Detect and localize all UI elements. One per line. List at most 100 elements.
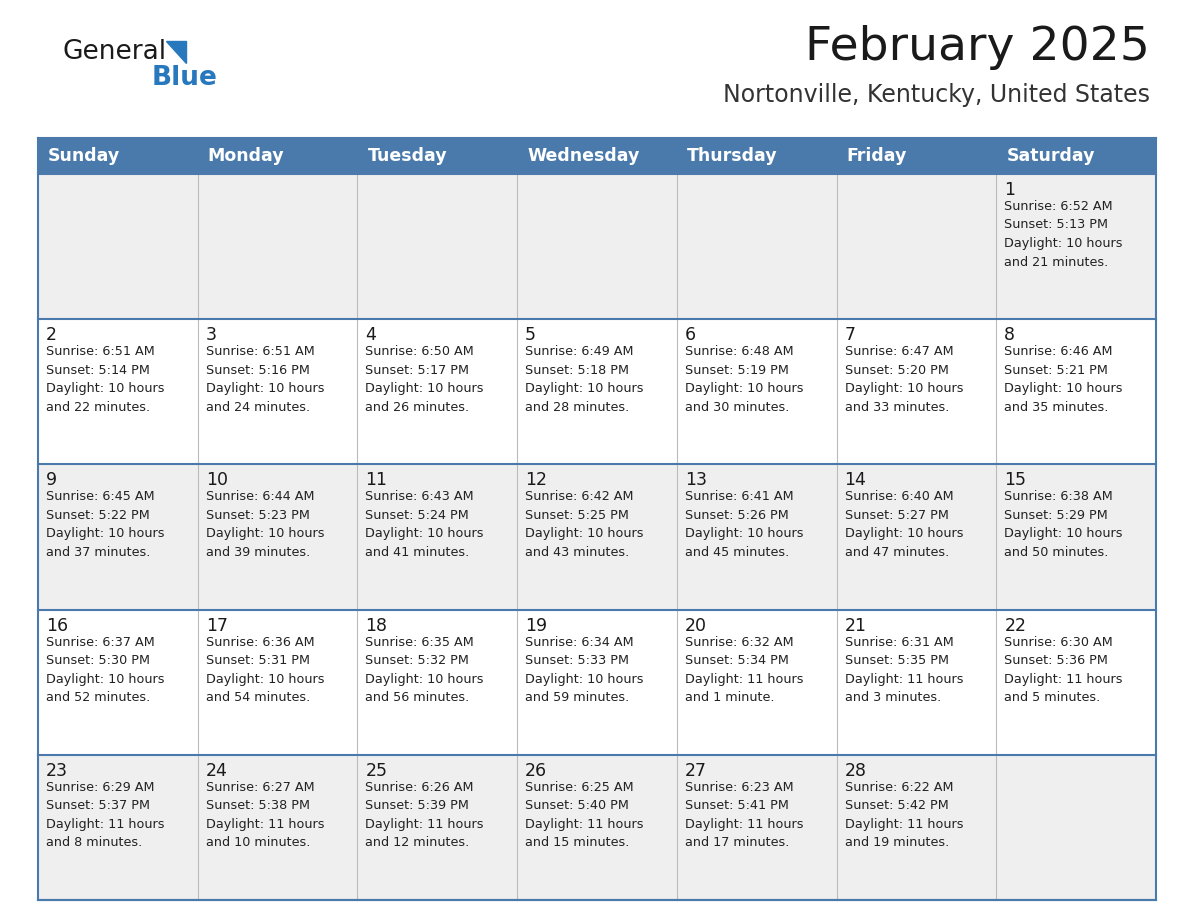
Text: February 2025: February 2025 <box>805 26 1150 71</box>
Bar <box>677 755 836 900</box>
Bar <box>517 319 677 465</box>
Text: 28: 28 <box>845 762 866 779</box>
Text: Sunrise: 6:30 AM
Sunset: 5:36 PM
Daylight: 11 hours
and 5 minutes.: Sunrise: 6:30 AM Sunset: 5:36 PM Dayligh… <box>1004 635 1123 704</box>
Bar <box>997 319 1156 465</box>
Text: Sunrise: 6:44 AM
Sunset: 5:23 PM
Daylight: 10 hours
and 39 minutes.: Sunrise: 6:44 AM Sunset: 5:23 PM Dayligh… <box>206 490 324 559</box>
Text: Sunrise: 6:32 AM
Sunset: 5:34 PM
Daylight: 11 hours
and 1 minute.: Sunrise: 6:32 AM Sunset: 5:34 PM Dayligh… <box>684 635 803 704</box>
Bar <box>677 610 836 755</box>
Text: 5: 5 <box>525 326 536 344</box>
Text: 3: 3 <box>206 326 216 344</box>
Bar <box>836 138 997 174</box>
Text: 7: 7 <box>845 326 855 344</box>
Bar <box>677 319 836 465</box>
Text: Sunrise: 6:37 AM
Sunset: 5:30 PM
Daylight: 10 hours
and 52 minutes.: Sunrise: 6:37 AM Sunset: 5:30 PM Dayligh… <box>46 635 164 704</box>
Text: Sunrise: 6:43 AM
Sunset: 5:24 PM
Daylight: 10 hours
and 41 minutes.: Sunrise: 6:43 AM Sunset: 5:24 PM Dayligh… <box>366 490 484 559</box>
Text: 21: 21 <box>845 617 866 634</box>
Bar <box>197 174 358 319</box>
Text: 20: 20 <box>684 617 707 634</box>
Bar <box>197 610 358 755</box>
Polygon shape <box>166 41 187 63</box>
Text: Sunrise: 6:29 AM
Sunset: 5:37 PM
Daylight: 11 hours
and 8 minutes.: Sunrise: 6:29 AM Sunset: 5:37 PM Dayligh… <box>46 781 164 849</box>
Text: Sunrise: 6:34 AM
Sunset: 5:33 PM
Daylight: 10 hours
and 59 minutes.: Sunrise: 6:34 AM Sunset: 5:33 PM Dayligh… <box>525 635 644 704</box>
Bar <box>836 319 997 465</box>
Text: Tuesday: Tuesday <box>367 147 447 165</box>
Text: Sunrise: 6:25 AM
Sunset: 5:40 PM
Daylight: 11 hours
and 15 minutes.: Sunrise: 6:25 AM Sunset: 5:40 PM Dayligh… <box>525 781 644 849</box>
Bar <box>38 319 197 465</box>
Bar <box>517 138 677 174</box>
Text: Sunrise: 6:23 AM
Sunset: 5:41 PM
Daylight: 11 hours
and 17 minutes.: Sunrise: 6:23 AM Sunset: 5:41 PM Dayligh… <box>684 781 803 849</box>
Text: Sunrise: 6:48 AM
Sunset: 5:19 PM
Daylight: 10 hours
and 30 minutes.: Sunrise: 6:48 AM Sunset: 5:19 PM Dayligh… <box>684 345 803 414</box>
Text: 14: 14 <box>845 472 866 489</box>
Text: Sunrise: 6:50 AM
Sunset: 5:17 PM
Daylight: 10 hours
and 26 minutes.: Sunrise: 6:50 AM Sunset: 5:17 PM Dayligh… <box>366 345 484 414</box>
Bar <box>358 465 517 610</box>
Bar <box>836 610 997 755</box>
Text: General: General <box>62 39 166 65</box>
Text: 10: 10 <box>206 472 228 489</box>
Text: Wednesday: Wednesday <box>527 147 639 165</box>
Text: Thursday: Thursday <box>687 147 777 165</box>
Bar <box>358 319 517 465</box>
Text: 19: 19 <box>525 617 548 634</box>
Bar <box>997 610 1156 755</box>
Bar <box>677 138 836 174</box>
Text: Sunrise: 6:35 AM
Sunset: 5:32 PM
Daylight: 10 hours
and 56 minutes.: Sunrise: 6:35 AM Sunset: 5:32 PM Dayligh… <box>366 635 484 704</box>
Text: 2: 2 <box>46 326 57 344</box>
Text: 22: 22 <box>1004 617 1026 634</box>
Bar <box>197 138 358 174</box>
Bar <box>358 138 517 174</box>
Bar <box>197 755 358 900</box>
Text: Sunrise: 6:51 AM
Sunset: 5:14 PM
Daylight: 10 hours
and 22 minutes.: Sunrise: 6:51 AM Sunset: 5:14 PM Dayligh… <box>46 345 164 414</box>
Text: Sunrise: 6:27 AM
Sunset: 5:38 PM
Daylight: 11 hours
and 10 minutes.: Sunrise: 6:27 AM Sunset: 5:38 PM Dayligh… <box>206 781 324 849</box>
Text: 27: 27 <box>684 762 707 779</box>
Bar <box>197 465 358 610</box>
Bar <box>358 755 517 900</box>
Text: Sunrise: 6:22 AM
Sunset: 5:42 PM
Daylight: 11 hours
and 19 minutes.: Sunrise: 6:22 AM Sunset: 5:42 PM Dayligh… <box>845 781 963 849</box>
Text: 9: 9 <box>46 472 57 489</box>
Text: 4: 4 <box>366 326 377 344</box>
Bar <box>677 174 836 319</box>
Bar <box>997 755 1156 900</box>
Text: Friday: Friday <box>847 147 906 165</box>
Bar <box>997 138 1156 174</box>
Bar <box>38 138 197 174</box>
Text: Saturday: Saturday <box>1006 147 1095 165</box>
Text: Sunrise: 6:38 AM
Sunset: 5:29 PM
Daylight: 10 hours
and 50 minutes.: Sunrise: 6:38 AM Sunset: 5:29 PM Dayligh… <box>1004 490 1123 559</box>
Text: 24: 24 <box>206 762 228 779</box>
Text: 26: 26 <box>525 762 548 779</box>
Bar <box>358 174 517 319</box>
Text: Sunrise: 6:41 AM
Sunset: 5:26 PM
Daylight: 10 hours
and 45 minutes.: Sunrise: 6:41 AM Sunset: 5:26 PM Dayligh… <box>684 490 803 559</box>
Text: 11: 11 <box>366 472 387 489</box>
Bar <box>836 755 997 900</box>
Text: Sunday: Sunday <box>48 147 120 165</box>
Text: Sunrise: 6:52 AM
Sunset: 5:13 PM
Daylight: 10 hours
and 21 minutes.: Sunrise: 6:52 AM Sunset: 5:13 PM Dayligh… <box>1004 200 1123 268</box>
Bar <box>997 465 1156 610</box>
Bar <box>38 465 197 610</box>
Text: 15: 15 <box>1004 472 1026 489</box>
Text: 8: 8 <box>1004 326 1016 344</box>
Text: 12: 12 <box>525 472 548 489</box>
Text: 1: 1 <box>1004 181 1016 199</box>
Bar <box>358 610 517 755</box>
Bar <box>38 755 197 900</box>
Text: 25: 25 <box>366 762 387 779</box>
Bar <box>517 465 677 610</box>
Bar <box>836 174 997 319</box>
Text: Sunrise: 6:26 AM
Sunset: 5:39 PM
Daylight: 11 hours
and 12 minutes.: Sunrise: 6:26 AM Sunset: 5:39 PM Dayligh… <box>366 781 484 849</box>
Text: Sunrise: 6:42 AM
Sunset: 5:25 PM
Daylight: 10 hours
and 43 minutes.: Sunrise: 6:42 AM Sunset: 5:25 PM Dayligh… <box>525 490 644 559</box>
Text: Blue: Blue <box>152 65 217 91</box>
Text: Sunrise: 6:51 AM
Sunset: 5:16 PM
Daylight: 10 hours
and 24 minutes.: Sunrise: 6:51 AM Sunset: 5:16 PM Dayligh… <box>206 345 324 414</box>
Text: Sunrise: 6:47 AM
Sunset: 5:20 PM
Daylight: 10 hours
and 33 minutes.: Sunrise: 6:47 AM Sunset: 5:20 PM Dayligh… <box>845 345 963 414</box>
Text: Sunrise: 6:40 AM
Sunset: 5:27 PM
Daylight: 10 hours
and 47 minutes.: Sunrise: 6:40 AM Sunset: 5:27 PM Dayligh… <box>845 490 963 559</box>
Text: 23: 23 <box>46 762 68 779</box>
Text: 18: 18 <box>366 617 387 634</box>
Text: 17: 17 <box>206 617 228 634</box>
Text: 16: 16 <box>46 617 68 634</box>
Text: Sunrise: 6:49 AM
Sunset: 5:18 PM
Daylight: 10 hours
and 28 minutes.: Sunrise: 6:49 AM Sunset: 5:18 PM Dayligh… <box>525 345 644 414</box>
Text: Sunrise: 6:46 AM
Sunset: 5:21 PM
Daylight: 10 hours
and 35 minutes.: Sunrise: 6:46 AM Sunset: 5:21 PM Dayligh… <box>1004 345 1123 414</box>
Bar <box>517 610 677 755</box>
Text: 13: 13 <box>684 472 707 489</box>
Bar <box>38 610 197 755</box>
Bar <box>517 755 677 900</box>
Text: Sunrise: 6:36 AM
Sunset: 5:31 PM
Daylight: 10 hours
and 54 minutes.: Sunrise: 6:36 AM Sunset: 5:31 PM Dayligh… <box>206 635 324 704</box>
Text: Sunrise: 6:31 AM
Sunset: 5:35 PM
Daylight: 11 hours
and 3 minutes.: Sunrise: 6:31 AM Sunset: 5:35 PM Dayligh… <box>845 635 963 704</box>
